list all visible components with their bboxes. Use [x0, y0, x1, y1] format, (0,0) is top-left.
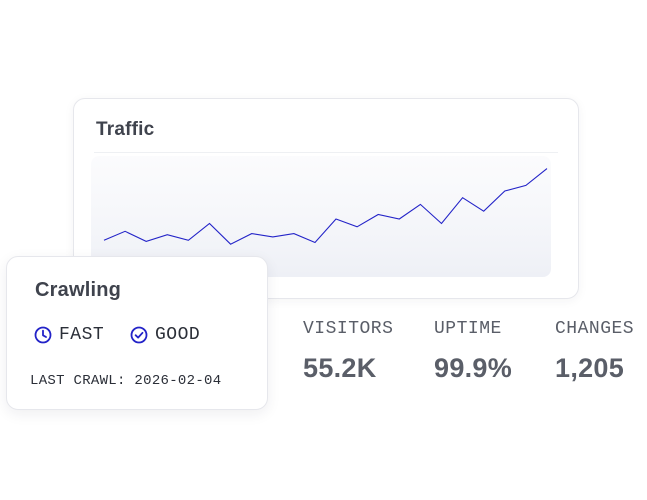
stat-visitors: VISITORS 55.2K	[303, 319, 393, 384]
clock-icon	[34, 326, 52, 344]
stat-value: 1,205	[555, 353, 625, 383]
stat-label: CHANGES	[555, 319, 635, 339]
health-badge: GOOD	[130, 325, 200, 345]
stat-label: UPTIME	[434, 319, 502, 339]
last-crawl-text: LAST CRAWL: 2026-02-04	[30, 373, 222, 389]
traffic-line	[103, 168, 548, 245]
stat-value: 55.2K	[303, 353, 377, 383]
crawling-title: Crawling	[35, 279, 122, 301]
traffic-chart	[91, 156, 551, 277]
health-label: GOOD	[155, 325, 201, 345]
speed-badge: FAST	[34, 325, 104, 345]
stat-uptime: UPTIME 99.9%	[434, 319, 512, 384]
stat-value: 99.9%	[434, 353, 513, 383]
speed-label: FAST	[59, 325, 105, 345]
traffic-title: Traffic	[96, 119, 155, 140]
crawling-card: Crawling FAST GOOD LAST CRAWL: 2026-02-0…	[6, 256, 268, 410]
stat-changes: CHANGES 1,205	[555, 319, 634, 384]
check-circle-icon	[130, 326, 148, 344]
traffic-divider	[94, 152, 558, 153]
traffic-chart-area	[91, 156, 551, 277]
stat-label: VISITORS	[303, 319, 394, 339]
